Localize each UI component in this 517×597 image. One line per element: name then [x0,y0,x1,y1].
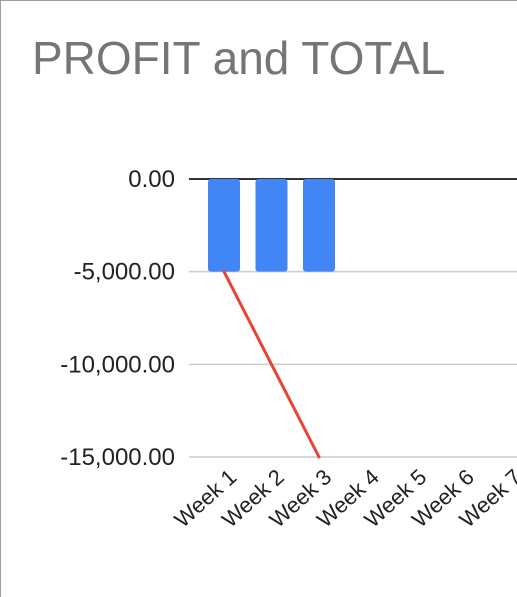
y-tick-label: -5,000.00 [74,259,175,286]
bar[interactable] [303,179,335,272]
y-tick-label: -10,000.00 [60,351,175,378]
series-line[interactable] [222,270,321,459]
bar[interactable] [208,179,240,272]
bar[interactable] [255,179,288,272]
y-tick-label: -15,000.00 [60,444,175,471]
chart-title: PROFIT and TOTAL [32,32,446,84]
y-tick-label: 0.00 [128,166,175,193]
